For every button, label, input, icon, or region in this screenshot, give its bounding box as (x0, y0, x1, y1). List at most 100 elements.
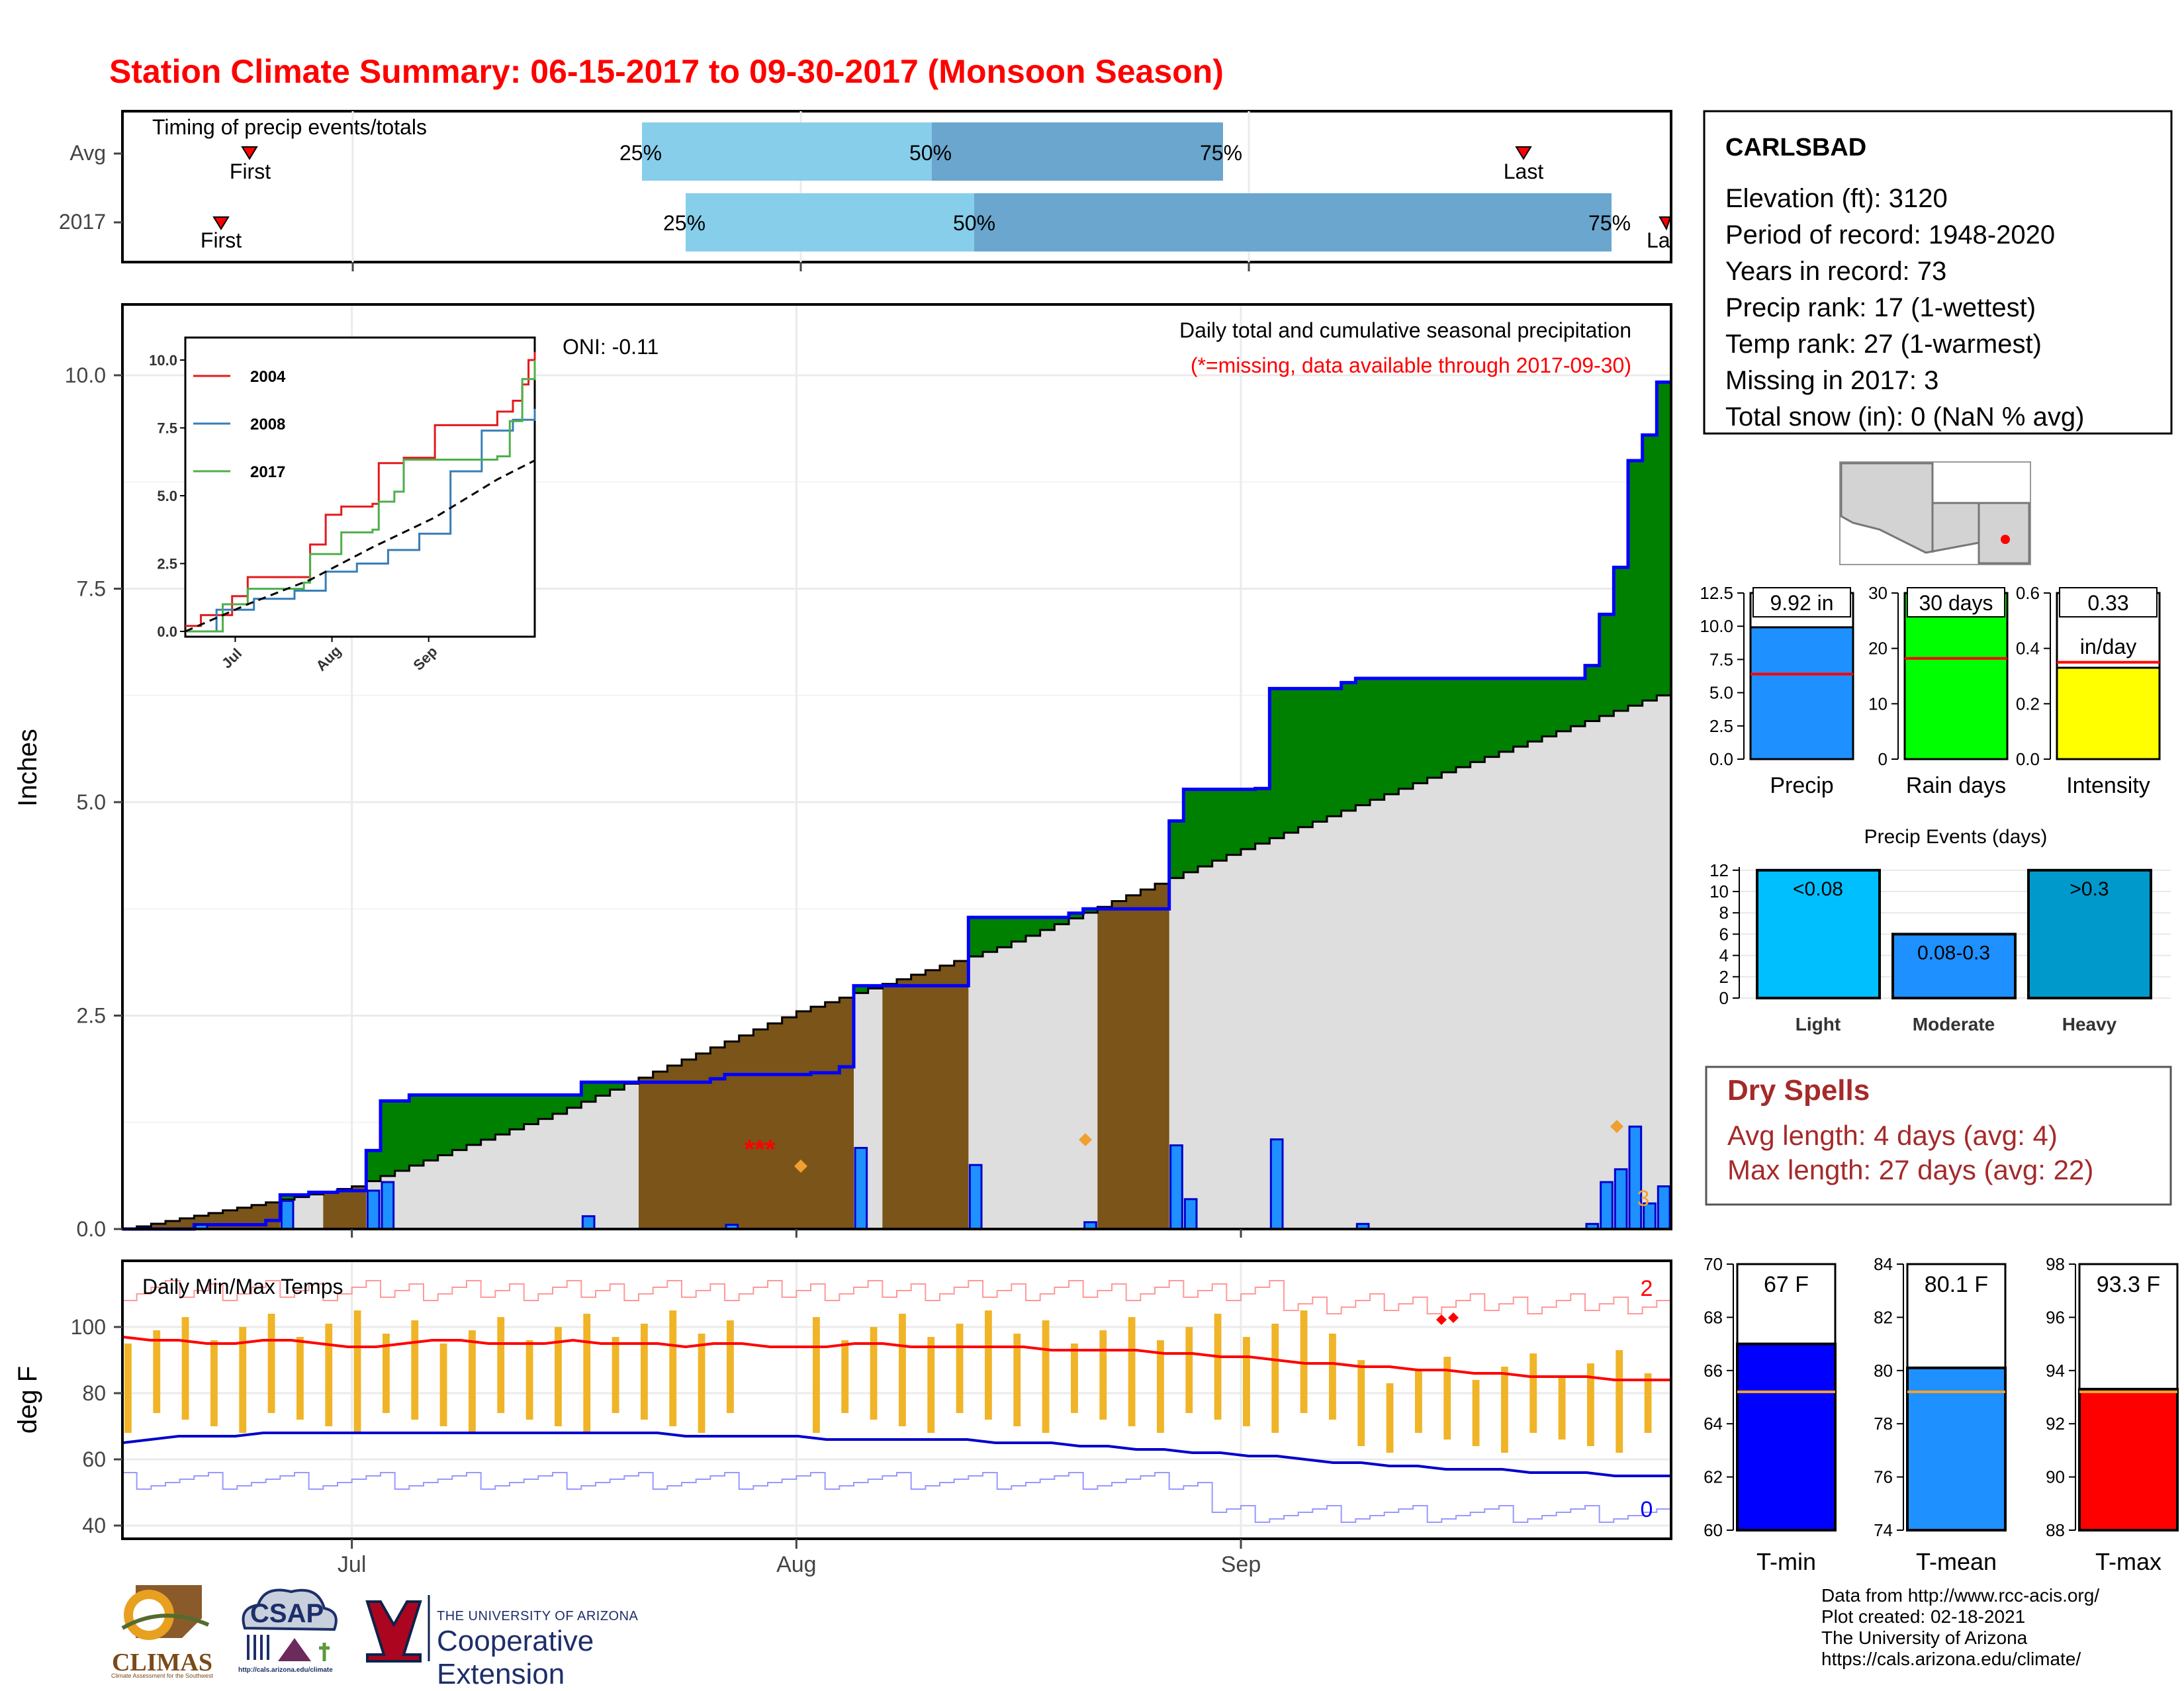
avg-last-marker (1515, 146, 1532, 160)
minibar-name: Precip (1770, 773, 1833, 798)
daily-temp-bar (1099, 1330, 1107, 1420)
climas-logo: CLIMAS Climate Assessment for the Southw… (109, 1578, 215, 1679)
avg-p50-label: 50% (909, 141, 952, 165)
tempbar-name: T-min (1756, 1548, 1816, 1575)
daily-temp-bar (497, 1317, 505, 1413)
minibar-tick-label: 0 (1878, 749, 1888, 769)
tempbar-t-min (1736, 1342, 1837, 1531)
daily-temp-bar (813, 1317, 820, 1433)
y2017-25-50-bar (686, 193, 974, 251)
minibar-tick-label: 0.0 (2016, 749, 2040, 769)
station-temp-rank: Temp rank: 27 (1-warmest) (1725, 330, 2042, 359)
record-diamond (1079, 1133, 1092, 1146)
y2017-p25-label: 25% (663, 211, 705, 235)
inset-ytick-label: 7.5 (157, 420, 177, 437)
daily-precip-bar (1269, 1138, 1284, 1230)
events-tick-label: 10 (1709, 882, 1729, 901)
credit-line: Data from http://www.rcc-acis.org/ (1821, 1585, 2100, 1606)
events-tick-label: 0 (1719, 988, 1729, 1008)
events-bar-moderate (1891, 933, 2017, 1000)
record-high-line (122, 1280, 1671, 1314)
station-info-box: CARLSBAD Elevation (ft): 3120 Period of … (1703, 110, 2173, 435)
daily-precip-bar (381, 1181, 395, 1230)
csap-logo: CSAP http://cals.arizona.edu/climate (232, 1582, 344, 1674)
tempbar-tick-label: 98 (2046, 1254, 2065, 1274)
avg-25-50-bar (642, 122, 932, 181)
record-diamond (1610, 1120, 1623, 1133)
station-precip-rank: Precip rank: 17 (1-wettest) (1725, 293, 2036, 322)
avg-p25-label: 25% (619, 141, 662, 165)
events-bar-label: <0.08 (1793, 878, 1843, 900)
climas-wordmark: CLIMAS (111, 1649, 213, 1676)
xtick-label: Sep (1221, 1552, 1261, 1577)
tempbar-tick-label: 80 (1874, 1361, 1893, 1381)
minibar-tick-label: 10.0 (1700, 616, 1733, 636)
daily-temp-bar (583, 1314, 591, 1433)
events-tick-label: 4 (1719, 946, 1729, 966)
tempbar-tick-label: 96 (2046, 1307, 2065, 1327)
daily-temp-bar (1071, 1344, 1078, 1413)
station-period: Period of record: 1948-2020 (1725, 220, 2055, 250)
precip-panel: Inches 0.0 2.5 5.0 7.5 10.0 ONI: -0.11 Daily… (13, 303, 1672, 1241)
minibar-tick-label: 7.5 (1709, 649, 1733, 669)
minibar-value-label: 30 days (1919, 591, 1993, 615)
timing-panel: Timing of precip events/totals Avg 25% 5… (59, 110, 1672, 271)
daily-precip-bar (1614, 1168, 1628, 1230)
tempbar-tick-label: 66 (1704, 1361, 1723, 1381)
page-title: Station Climate Summary: 06-15-2017 to 0… (109, 53, 1224, 90)
daily-temp-bar (612, 1337, 619, 1413)
daily-temp-bar (353, 1310, 361, 1433)
dry-spells-box: Dry Spells Avg length: 4 days (avg: 4) M… (1705, 1066, 2172, 1206)
minibar-name: Rain days (1906, 773, 2006, 798)
station-missing: Missing in 2017: 3 (1725, 366, 1938, 395)
inset-average-line (185, 459, 535, 633)
minibar-intensity (2056, 666, 2161, 760)
season-totals-bars: 9.92 in 0.0 2.5 5.0 7.5 10.0 12.5 Precip 30 days… (1700, 583, 2161, 798)
daily-temp-bar (1300, 1310, 1308, 1413)
tempbar-t-mean (1906, 1366, 2007, 1532)
record-low-line (122, 1472, 1671, 1523)
record-high-count: 2 (1641, 1276, 1653, 1301)
minibar-tick-label: 0.2 (2016, 694, 2040, 713)
daily-temp-bar (1329, 1334, 1336, 1420)
inset-legend-label: 2017 (250, 463, 285, 481)
tempbar-tick-label: 74 (1874, 1520, 1893, 1540)
daily-temp-bar (727, 1320, 734, 1413)
daily-temp-bar (1386, 1383, 1394, 1453)
daily-temp-bar (210, 1340, 218, 1426)
daily-temp-bar (1529, 1353, 1537, 1433)
dry-spells-max: Max length: 27 days (avg: 22) (1727, 1154, 2093, 1185)
tempbar-value-label: 80.1 F (1925, 1272, 1988, 1297)
events-tick-label: 2 (1719, 967, 1729, 987)
minibar-tick-label: 20 (1868, 639, 1888, 659)
climas-subtitle: Climate Assessment for the Southwest (111, 1672, 214, 1679)
minibar-label-box (1907, 587, 2005, 617)
minibar-label-box (1752, 587, 1851, 617)
daily-temp-bar (1214, 1314, 1222, 1420)
daily-temp-bar (181, 1317, 189, 1420)
events-bar-heavy (2027, 868, 2152, 999)
minibar-tick-label: 2.5 (1709, 716, 1733, 736)
y2017-p75-label: 75% (1588, 211, 1631, 235)
daily-temp-bar (956, 1324, 964, 1413)
tempbar-tick-label: 82 (1874, 1307, 1893, 1327)
ytick-label: 5.0 (77, 790, 106, 814)
tempbar-tick-label: 92 (2046, 1414, 2065, 1434)
events-title: Precip Events (days) (1864, 826, 2048, 848)
daily-temp-bar (1615, 1350, 1623, 1453)
tempbar-tick-label: 84 (1874, 1254, 1893, 1274)
dry-spells-title: Dry Spells (1727, 1074, 1870, 1107)
tempbar-tick-label: 68 (1704, 1307, 1723, 1327)
daily-temp-bar (1443, 1357, 1451, 1440)
daily-precip-bar (1169, 1144, 1183, 1230)
climatology-area (122, 695, 1671, 1229)
daily-temp-bar (1587, 1363, 1594, 1446)
ytick-label: 2.5 (77, 1004, 106, 1028)
ua-name: THE UNIVERSITY OF ARIZONA (437, 1609, 639, 1623)
daily-temp-bar (267, 1314, 275, 1413)
xtick-label: Aug (776, 1552, 817, 1577)
daily-temp-bar (124, 1344, 132, 1433)
daily-temp-bar (383, 1334, 390, 1413)
daily-precip-bar (1183, 1198, 1198, 1230)
